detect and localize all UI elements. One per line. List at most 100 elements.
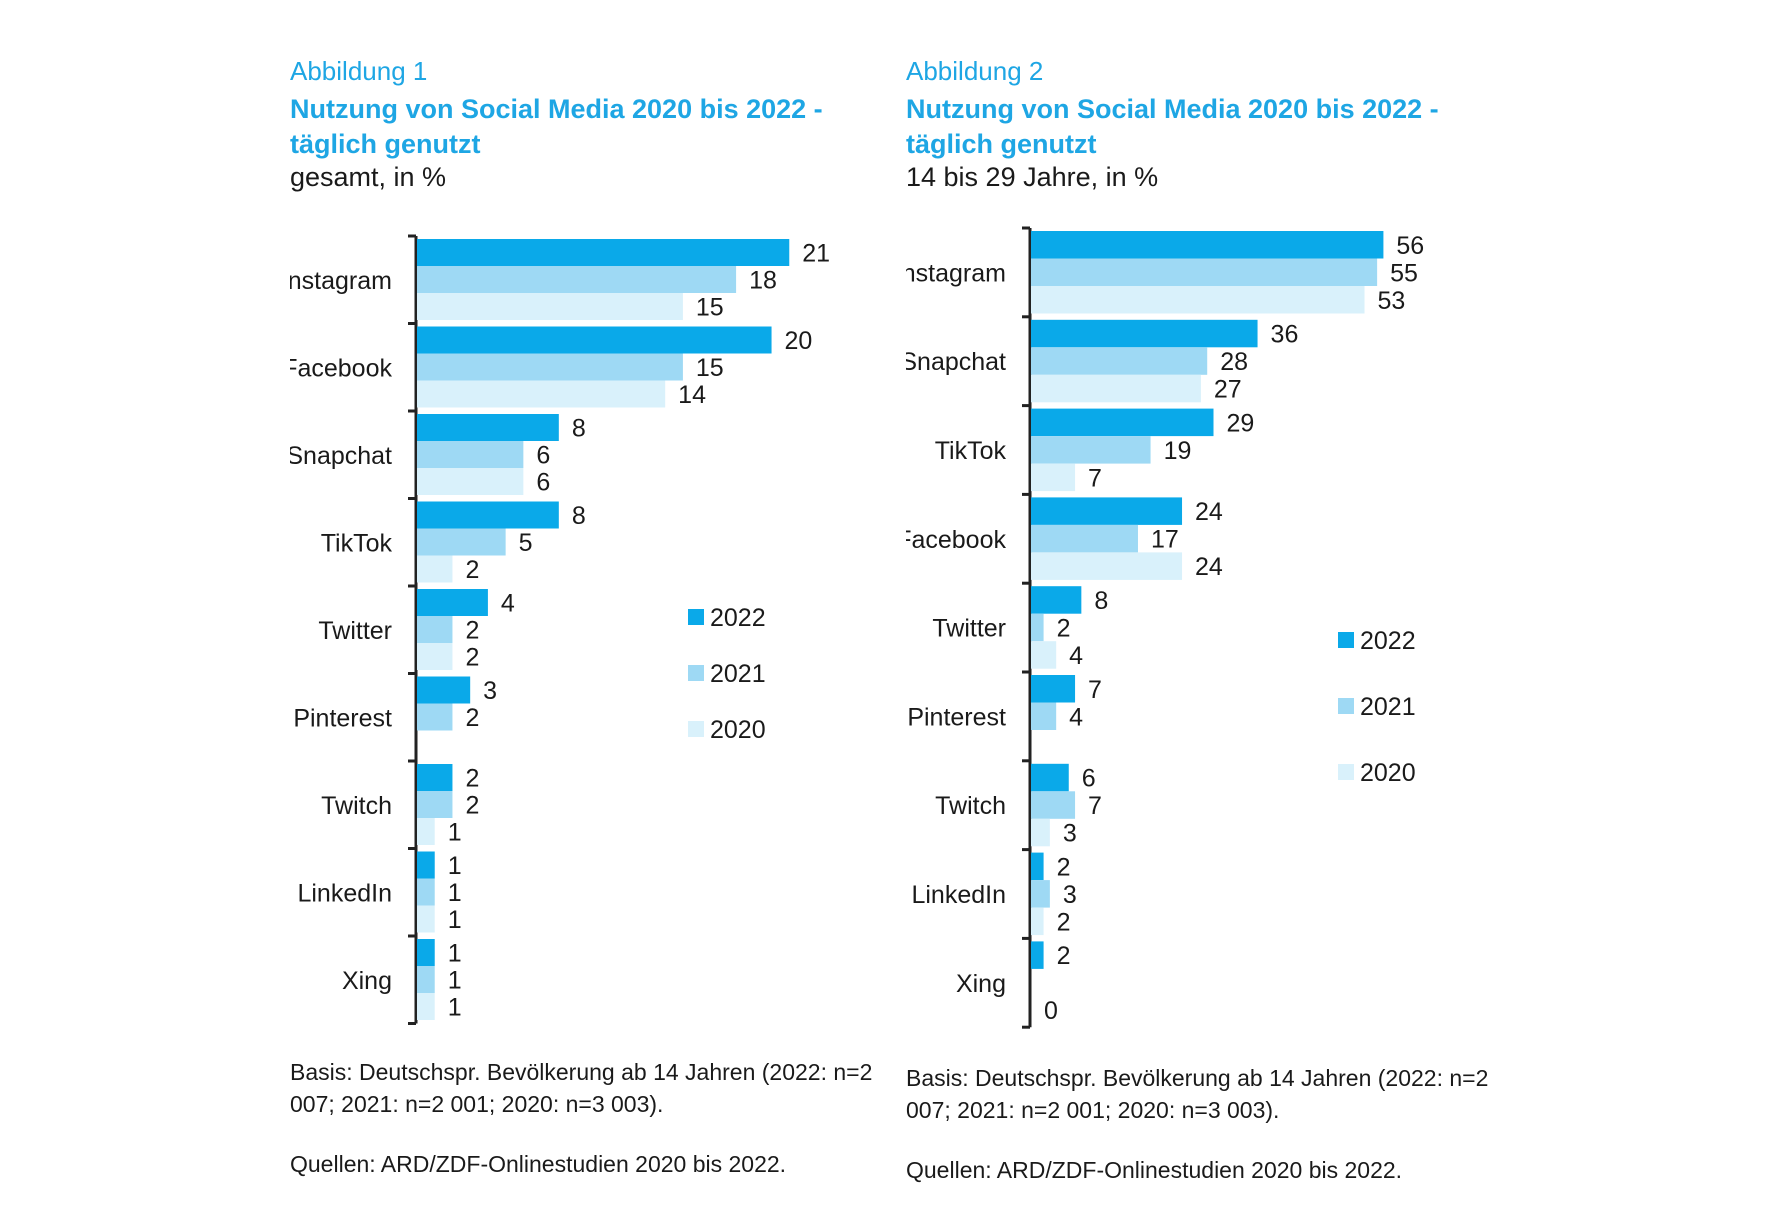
data-label-snapchat-2022: 8	[572, 415, 586, 443]
bar-facebook-2021	[417, 353, 683, 381]
legend-label-2020: 2020	[1360, 759, 1416, 787]
data-label-instagram-2020: 15	[696, 294, 724, 322]
data-label-twitter-2022: 4	[501, 590, 515, 618]
bar-twitter-2021	[1031, 613, 1044, 642]
bar-linkedin-2022	[417, 851, 435, 879]
bar-snapchat-2020	[1031, 374, 1201, 403]
category-label: Instagram	[290, 267, 392, 295]
category-label: Twitch	[935, 792, 1006, 820]
legend: 2022 2021 2020	[1338, 627, 1416, 787]
bar-group-tiktok: TikTok 8 5 2	[321, 501, 586, 584]
figure-title: Nutzung von Social Media 2020 bis 2022 -…	[290, 94, 823, 159]
bar-twitter-2021	[417, 616, 453, 643]
data-label-tiktok-2020: 2	[465, 556, 479, 584]
bar-instagram-2022	[1031, 231, 1384, 259]
bar-chart-14-29: Instagram565553Snapchat362827TikTok29197…	[906, 226, 1424, 1029]
data-label-twitch-2022: 6	[1082, 765, 1096, 793]
bar-twitch-2021	[1031, 791, 1076, 819]
bar-group-tiktok: TikTok 29 19 7	[935, 408, 1255, 492]
data-label-twitch-2022: 2	[465, 765, 479, 793]
y-axis	[408, 234, 418, 1025]
legend-swatch-2020	[1338, 764, 1354, 780]
data-label-facebook-2021: 15	[696, 354, 724, 382]
y-axis	[1022, 226, 1032, 1029]
data-label-linkedin-2022: 1	[448, 852, 462, 880]
category-label: Instagram	[906, 259, 1006, 287]
bar-twitter-2020	[417, 643, 453, 670]
category-label: Facebook	[290, 354, 392, 382]
bar-group-pinterest: Pinterest 32	[293, 676, 497, 732]
data-label-xing-2021: 1	[448, 967, 462, 995]
legend-label-2020: 2020	[710, 716, 766, 744]
figure-label: Abbildung 1	[290, 56, 428, 86]
data-label-twitch-2020: 3	[1063, 820, 1077, 848]
bar-tiktok-2021	[1031, 436, 1151, 464]
bar-chart-total: Instagram211815Facebook201514Snapchat866…	[290, 234, 830, 1025]
bar-pinterest-2021	[1031, 702, 1057, 730]
data-label-twitch-2021: 2	[465, 792, 479, 820]
bar-group-linkedin: LinkedIn 232	[911, 852, 1077, 936]
bar-snapchat-2021	[1031, 347, 1208, 375]
category-label: LinkedIn	[297, 879, 392, 907]
bar-linkedin-2021	[417, 878, 435, 906]
category-label: Twitch	[321, 792, 392, 820]
bar-twitch-2021	[417, 791, 453, 818]
data-label-tiktok-2022: 29	[1227, 409, 1255, 437]
data-label-facebook-2020: 24	[1195, 553, 1223, 581]
category-label: Facebook	[906, 526, 1006, 554]
category-label: TikTok	[935, 437, 1007, 465]
bar-group-facebook: Facebook 24 17 24	[906, 497, 1223, 581]
bar-instagram-2022	[417, 239, 790, 266]
data-label-linkedin-2020: 2	[1057, 908, 1071, 936]
data-label-twitter-2021: 2	[1057, 614, 1071, 642]
data-label-linkedin-2021: 1	[448, 879, 462, 907]
bar-tiktok-2022	[417, 501, 559, 529]
figure-label: Abbildung 2	[906, 56, 1044, 86]
data-label-snapchat-2020: 6	[536, 469, 550, 497]
bar-facebook-2021	[1031, 524, 1138, 553]
category-label: Twitter	[932, 615, 1006, 643]
data-label-xing-2020: 1	[448, 994, 462, 1022]
figure-title: Nutzung von Social Media 2020 bis 2022 -…	[906, 94, 1439, 159]
data-label-tiktok-2020: 7	[1088, 464, 1102, 492]
bar-snapchat-2020	[417, 468, 524, 495]
data-label-pinterest-2021: 2	[465, 704, 479, 732]
legend: 2022 2021 2020	[688, 604, 766, 744]
bar-tiktok-2020	[417, 555, 453, 583]
category-label: LinkedIn	[911, 881, 1006, 909]
legend-label-2022: 2022	[1360, 627, 1416, 655]
bar-snapchat-2022	[417, 414, 559, 441]
data-label-snapchat-2021: 28	[1220, 348, 1248, 376]
bar-twitch-2022	[1031, 763, 1069, 792]
data-label-twitter-2020: 2	[465, 644, 479, 672]
bar-tiktok-2022	[1031, 408, 1214, 437]
data-label-snapchat-2021: 6	[536, 442, 550, 470]
legend-swatch-2021	[688, 665, 704, 681]
category-label: Twitter	[318, 617, 392, 645]
figure-subtitle: gesamt, in %	[290, 162, 447, 192]
bar-instagram-2021	[417, 266, 737, 293]
bar-twitter-2022	[1031, 586, 1082, 614]
legend-swatch-2021	[1338, 698, 1354, 714]
bar-twitch-2022	[417, 764, 453, 791]
bar-instagram-2020	[417, 293, 683, 320]
bar-linkedin-2020	[1031, 907, 1044, 936]
data-label-facebook-2020: 14	[678, 381, 706, 409]
category-label: Snapchat	[906, 348, 1006, 376]
data-label-pinterest-2021: 4	[1069, 703, 1083, 731]
bar-xing-2020	[417, 993, 435, 1020]
data-label-xing-2020: 0	[1044, 997, 1058, 1025]
category-label: TikTok	[321, 529, 393, 557]
bar-tiktok-2021	[417, 528, 506, 556]
data-label-facebook-2021: 17	[1151, 526, 1179, 554]
data-label-instagram-2021: 18	[749, 267, 777, 295]
figure-2: Abbildung 2 Nutzung von Social Media 202…	[906, 0, 1546, 1220]
data-label-tiktok-2022: 8	[572, 502, 586, 530]
bar-facebook-2022	[417, 326, 772, 354]
data-label-tiktok-2021: 5	[519, 529, 533, 557]
bar-linkedin-2020	[417, 905, 435, 933]
data-label-xing-2022: 1	[448, 940, 462, 968]
